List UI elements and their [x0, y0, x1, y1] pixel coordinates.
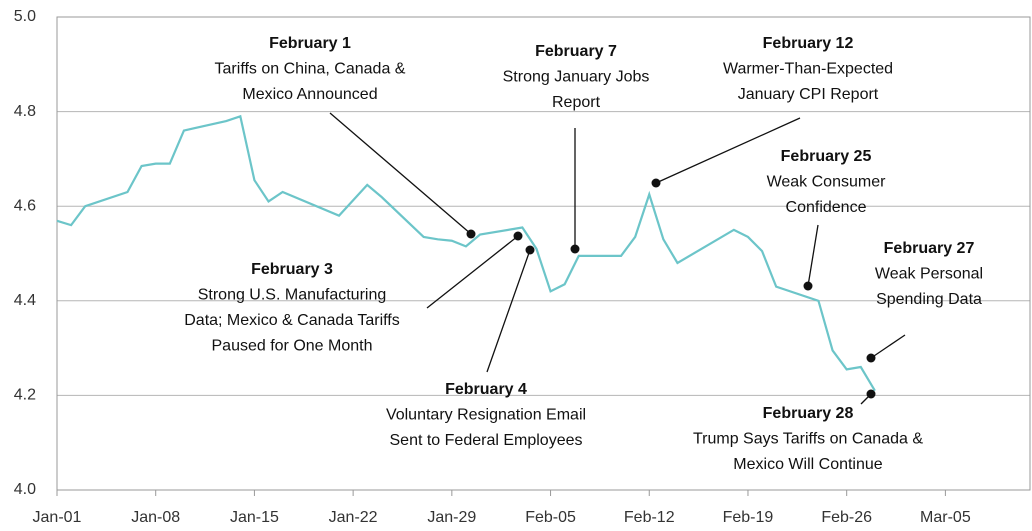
annotation-text: Strong U.S. Manufacturing — [198, 287, 387, 304]
annotation-title: February 25 — [781, 148, 872, 165]
x-tick-label: Feb-26 — [821, 509, 872, 526]
annotation-text: Tariffs on China, Canada & — [215, 61, 406, 78]
annotation-dot — [866, 389, 876, 399]
x-tick-label: Feb-05 — [525, 509, 576, 526]
annotation-text: Mexico Will Continue — [733, 456, 882, 473]
annotation-text: Sent to Federal Employees — [390, 432, 583, 449]
annotation-text: Weak Consumer — [767, 174, 887, 191]
annotation-text: Weak Personal — [875, 266, 983, 283]
annotation-text: Spending Data — [876, 291, 982, 308]
leader-line — [870, 334, 906, 359]
annotation-text: Report — [552, 94, 601, 111]
annotation-text: Voluntary Resignation Email — [386, 407, 586, 424]
annotation-dot — [525, 245, 535, 255]
leader-line — [486, 249, 531, 373]
annotation-text: Mexico Announced — [242, 86, 377, 103]
x-tick-label: Jan-01 — [33, 509, 82, 526]
annotation-title: February 7 — [535, 43, 617, 60]
annotation-title: February 4 — [445, 381, 527, 398]
annotation-title: February 1 — [269, 35, 351, 52]
annotation-text: Strong January Jobs — [503, 69, 650, 86]
y-tick-label: 4.2 — [14, 387, 36, 404]
annotation-dot — [803, 281, 813, 291]
leader-line — [426, 235, 519, 309]
annotation-text: Paused for One Month — [212, 338, 373, 355]
x-tick-label: Feb-12 — [624, 509, 675, 526]
y-tick-label: 4.8 — [14, 103, 36, 120]
annotation-dot — [570, 244, 580, 254]
annotation-text: Trump Says Tariffs on Canada & — [693, 431, 923, 448]
leader-line — [655, 117, 801, 184]
leader-line — [329, 112, 472, 235]
x-tick-label: Jan-29 — [427, 509, 476, 526]
annotation-text: January CPI Report — [738, 86, 879, 103]
annotation-title: February 12 — [763, 35, 854, 52]
annotation-text: Data; Mexico & Canada Tariffs — [184, 312, 400, 329]
x-tick-label: Mar-05 — [920, 509, 971, 526]
x-tick-label: Jan-22 — [329, 509, 378, 526]
annotation-text: Warmer-Than-Expected — [723, 61, 893, 78]
y-tick-label: 4.0 — [14, 481, 36, 498]
x-tick-label: Jan-08 — [131, 509, 180, 526]
annotation-dot — [866, 353, 876, 363]
y-tick-label: 4.6 — [14, 197, 36, 214]
x-tick-label: Feb-19 — [723, 509, 774, 526]
y-tick-label: 5.0 — [14, 8, 36, 25]
annotation-title: February 28 — [763, 405, 854, 422]
annotation-text: Confidence — [786, 199, 867, 216]
leader-line — [807, 224, 819, 287]
x-tick-label: Jan-15 — [230, 509, 279, 526]
y-tick-label: 4.4 — [14, 292, 36, 309]
annotation-dot — [651, 178, 661, 188]
annotation-title: February 27 — [884, 240, 975, 257]
annotation-dot — [466, 229, 476, 239]
annotation-title: February 3 — [251, 261, 333, 278]
plot-frame — [56, 16, 1031, 491]
annotation-dot — [513, 231, 523, 241]
line-series — [56, 114, 876, 392]
